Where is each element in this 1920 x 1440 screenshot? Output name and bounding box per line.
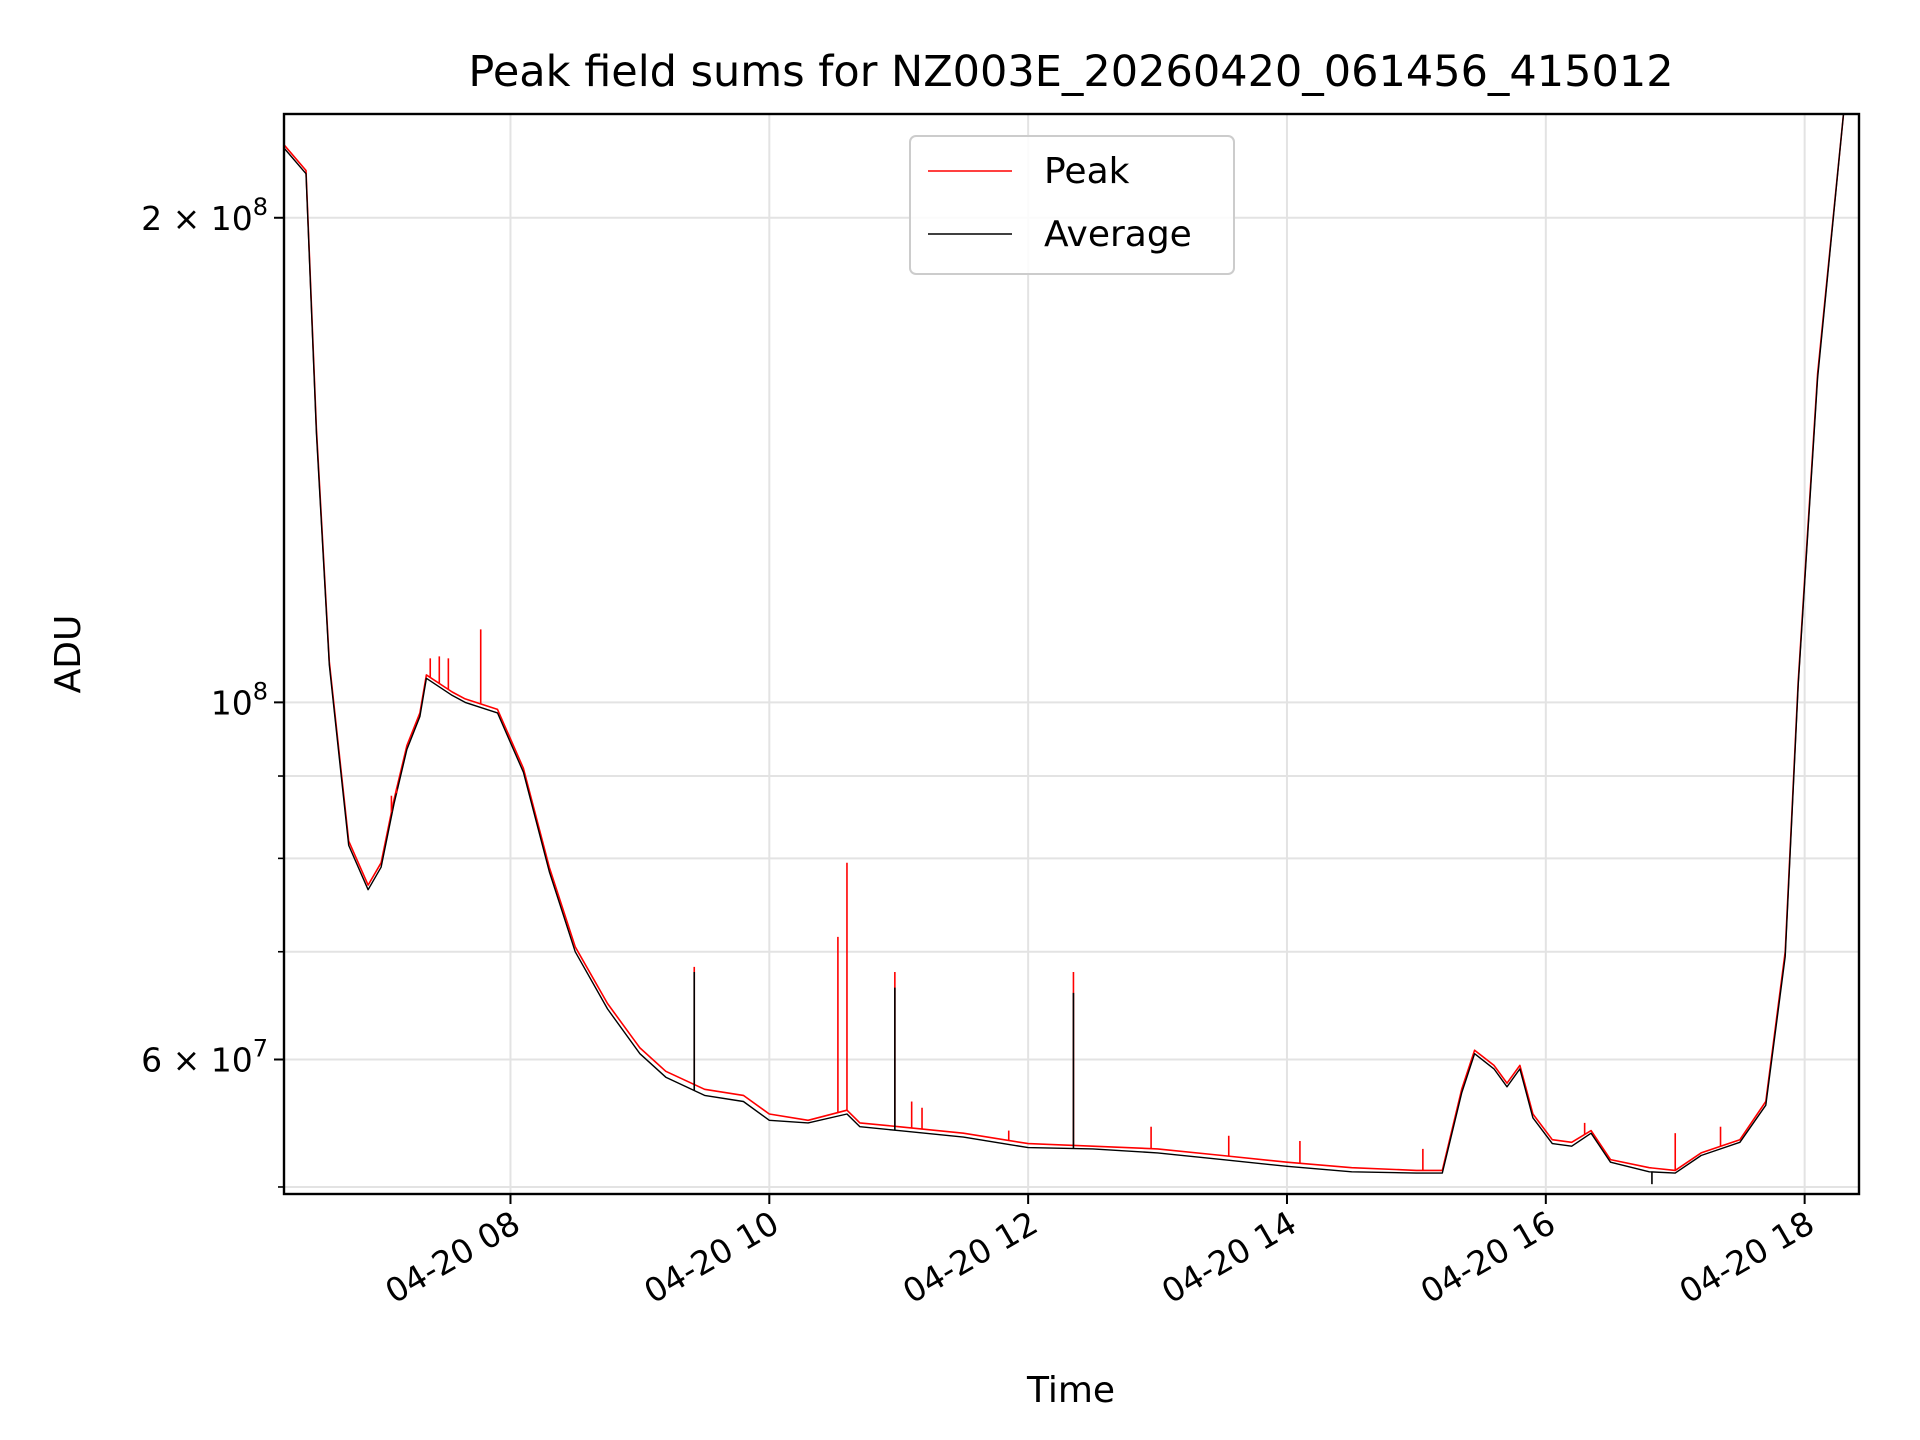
- plot-series: [283, 113, 1859, 1185]
- series-line-average: [283, 113, 1859, 1174]
- legend-average-label: Average: [1044, 214, 1192, 255]
- plot-area-frame: [282, 112, 1861, 1196]
- y-tick-label: 108: [211, 677, 268, 722]
- legend-peak-label: Peak: [1044, 151, 1130, 192]
- legend: Peak Average: [909, 135, 1235, 275]
- x-axis-label: Time: [1026, 1370, 1115, 1411]
- y-tick-label: 2 × 108: [141, 193, 268, 238]
- chart-title: Peak field sums for NZ003E_20260420_0614…: [468, 47, 1673, 97]
- grid: [284, 114, 1859, 1194]
- y-axis-label: ADU: [48, 615, 89, 694]
- y-tick-label: 6 × 107: [141, 1035, 268, 1080]
